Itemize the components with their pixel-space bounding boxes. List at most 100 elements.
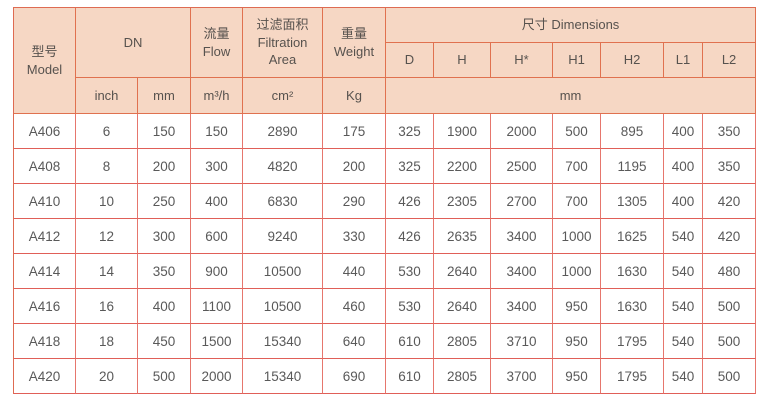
header-filtration-en: Filtration Area	[257, 34, 308, 68]
value-cell: 540	[664, 219, 703, 254]
unit-dims-mm: mm	[386, 78, 757, 114]
value-cell: 950	[553, 324, 601, 359]
value-cell: 2700	[491, 184, 553, 219]
value-cell: 6830	[243, 184, 323, 219]
header-flow-en: Flow	[202, 43, 231, 59]
table-row: A412 12 300 600 9240 330 426 2635 3400 1000 1625 54…	[14, 219, 757, 254]
value-cell: 540	[664, 289, 703, 324]
value-cell: 1305	[601, 184, 664, 219]
value-cell: 9240	[243, 219, 323, 254]
table-body: A406 6 150 150 2890 175 325 1900 2000 500 895 400 35…	[14, 114, 757, 394]
value-cell: 2305	[434, 184, 491, 219]
value-cell: 440	[323, 254, 386, 289]
value-cell: 600	[191, 219, 243, 254]
value-cell: 895	[601, 114, 664, 149]
value-cell: 500	[553, 114, 601, 149]
value-cell: 540	[664, 359, 703, 394]
spec-table-container: 型号 Model DN 流量 Flow 过滤面积 Filtration Area…	[13, 7, 757, 394]
value-cell: 426	[386, 184, 434, 219]
value-cell: 12	[76, 219, 138, 254]
header-dim-h2: H2	[601, 43, 664, 78]
table-row: A420 20 500 2000 15340 690 610 2805 3700 950 1795 5…	[14, 359, 757, 394]
value-cell: 1630	[601, 289, 664, 324]
value-cell: 350	[703, 114, 757, 149]
header-dim-hstar: H*	[491, 43, 553, 78]
value-cell: 420	[703, 219, 757, 254]
header-dim-h: H	[434, 43, 491, 78]
value-cell: 350	[138, 254, 191, 289]
value-cell: 3400	[491, 289, 553, 324]
value-cell: 3400	[491, 254, 553, 289]
value-cell: 2805	[434, 324, 491, 359]
unit-inch: inch	[76, 78, 138, 114]
value-cell: 426	[386, 219, 434, 254]
value-cell: 500	[703, 359, 757, 394]
value-cell: 460	[323, 289, 386, 324]
value-cell: 330	[323, 219, 386, 254]
value-cell: 250	[138, 184, 191, 219]
header-weight-en: Weight	[333, 43, 375, 59]
value-cell: 16	[76, 289, 138, 324]
value-cell: 400	[664, 184, 703, 219]
model-cell: A420	[14, 359, 76, 394]
value-cell: 500	[703, 324, 757, 359]
table-row: A406 6 150 150 2890 175 325 1900 2000 500 895 400 35…	[14, 114, 757, 149]
value-cell: 530	[386, 254, 434, 289]
table-row: A410 10 250 400 6830 290 426 2305 2700 700 1305 400…	[14, 184, 757, 219]
model-cell: A410	[14, 184, 76, 219]
unit-area: cm²	[243, 78, 323, 114]
value-cell: 6	[76, 114, 138, 149]
value-cell: 540	[664, 254, 703, 289]
header-flow-zh: 流量	[203, 25, 230, 41]
header-row-2: D H H* H1 H2 L1 L2	[14, 43, 757, 78]
model-cell: A418	[14, 324, 76, 359]
value-cell: 2640	[434, 289, 491, 324]
value-cell: 2500	[491, 149, 553, 184]
value-cell: 640	[323, 324, 386, 359]
value-cell: 2635	[434, 219, 491, 254]
value-cell: 1630	[601, 254, 664, 289]
value-cell: 1795	[601, 324, 664, 359]
value-cell: 610	[386, 324, 434, 359]
value-cell: 2200	[434, 149, 491, 184]
table-row: A414 14 350 900 10500 440 530 2640 3400 1000 1630 5…	[14, 254, 757, 289]
header-dim-l2: L2	[703, 43, 757, 78]
spec-table: 型号 Model DN 流量 Flow 过滤面积 Filtration Area…	[13, 7, 757, 394]
value-cell: 350	[703, 149, 757, 184]
header-model-en: Model	[26, 61, 63, 77]
value-cell: 4820	[243, 149, 323, 184]
value-cell: 2000	[491, 114, 553, 149]
model-cell: A412	[14, 219, 76, 254]
value-cell: 400	[664, 149, 703, 184]
value-cell: 1000	[553, 254, 601, 289]
value-cell: 3710	[491, 324, 553, 359]
value-cell: 500	[138, 359, 191, 394]
value-cell: 150	[138, 114, 191, 149]
value-cell: 2805	[434, 359, 491, 394]
value-cell: 3700	[491, 359, 553, 394]
value-cell: 300	[138, 219, 191, 254]
value-cell: 150	[191, 114, 243, 149]
model-cell: A408	[14, 149, 76, 184]
value-cell: 3400	[491, 219, 553, 254]
value-cell: 18	[76, 324, 138, 359]
value-cell: 700	[553, 149, 601, 184]
value-cell: 480	[703, 254, 757, 289]
value-cell: 325	[386, 114, 434, 149]
table-row: A408 8 200 300 4820 200 325 2200 2500 700 1195 400 3…	[14, 149, 757, 184]
value-cell: 15340	[243, 324, 323, 359]
value-cell: 200	[323, 149, 386, 184]
value-cell: 2890	[243, 114, 323, 149]
value-cell: 700	[553, 184, 601, 219]
value-cell: 1500	[191, 324, 243, 359]
model-cell: A414	[14, 254, 76, 289]
value-cell: 400	[664, 114, 703, 149]
header-dim-d: D	[386, 43, 434, 78]
value-cell: 950	[553, 359, 601, 394]
value-cell: 690	[323, 359, 386, 394]
value-cell: 175	[323, 114, 386, 149]
value-cell: 10	[76, 184, 138, 219]
value-cell: 2640	[434, 254, 491, 289]
header-model: 型号 Model	[14, 8, 76, 114]
header-weight: 重量 Weight	[323, 8, 386, 78]
